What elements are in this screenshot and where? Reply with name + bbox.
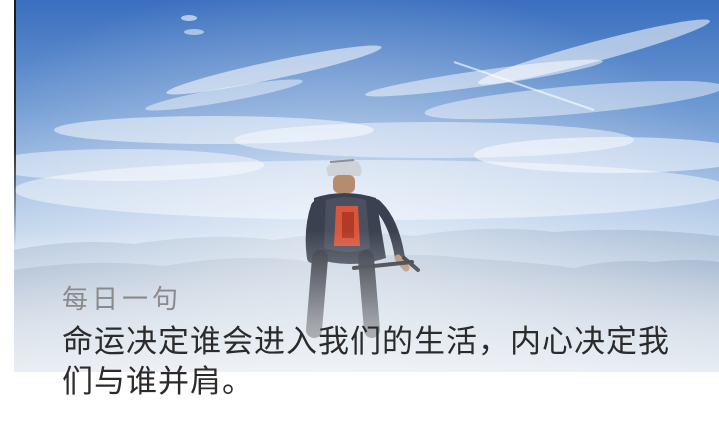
left-margin (0, 0, 14, 438)
left-border-line (14, 0, 16, 246)
quote-text: 命运决定谁会进入我们的生活，内心决定我们与谁并肩。 (62, 324, 670, 400)
quote-heading: 每日一句 (62, 285, 183, 315)
background-photo (14, 0, 719, 438)
cyclist-mountain-photo (14, 0, 719, 438)
quote-block: 每日一句 命运决定谁会进入我们的生活，内心决定我们与谁并肩。 (62, 282, 682, 402)
